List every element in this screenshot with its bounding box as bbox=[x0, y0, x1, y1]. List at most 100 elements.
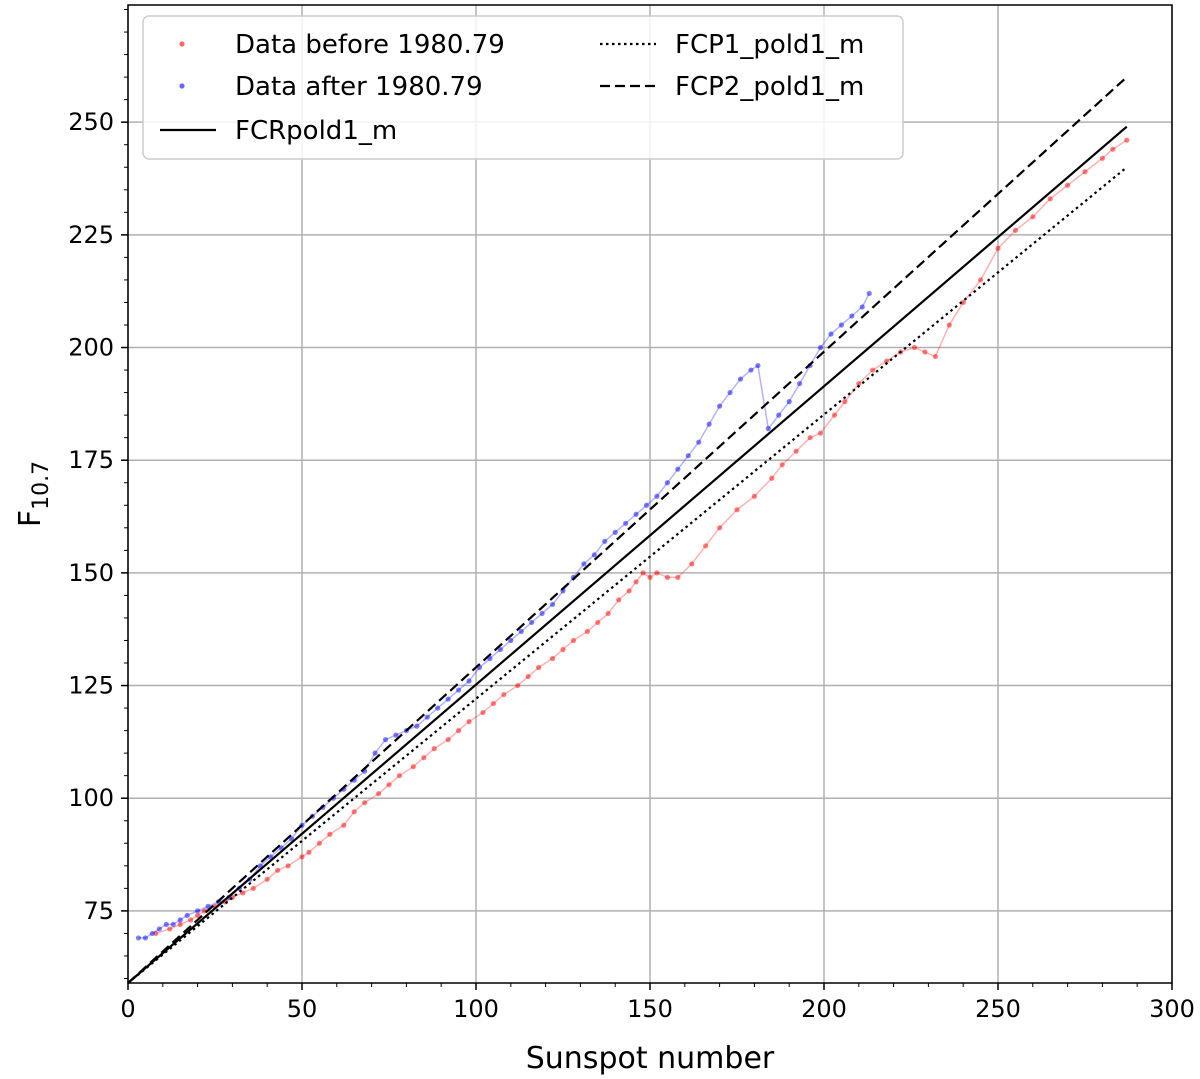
legend: Data before 1980.79 Data after 1980.79 FCR… bbox=[142, 15, 904, 160]
data-point bbox=[581, 561, 587, 567]
data-point bbox=[515, 682, 521, 689]
data-point bbox=[706, 421, 712, 427]
data-point bbox=[549, 655, 556, 662]
data-point bbox=[623, 520, 629, 526]
x-tick-label: 300 bbox=[1149, 995, 1195, 1023]
data-point bbox=[410, 764, 416, 770]
data-point bbox=[727, 389, 733, 396]
data-point bbox=[195, 908, 201, 914]
fit-lines-layer bbox=[127, 76, 1128, 984]
data-point bbox=[431, 746, 437, 752]
data-point bbox=[664, 574, 671, 580]
data-point bbox=[717, 525, 723, 531]
data-point bbox=[717, 403, 723, 409]
data-point bbox=[817, 430, 824, 436]
data-point bbox=[529, 619, 535, 626]
data-point bbox=[570, 637, 577, 644]
data-point bbox=[480, 709, 486, 716]
fit-line bbox=[127, 166, 1128, 984]
data-point bbox=[640, 570, 646, 576]
data-point bbox=[779, 462, 785, 468]
data-point bbox=[842, 399, 848, 405]
data-point bbox=[978, 277, 984, 283]
data-point bbox=[870, 367, 876, 373]
data-point bbox=[421, 755, 427, 761]
y-axis-label-main: F bbox=[13, 510, 48, 527]
data-point bbox=[595, 619, 601, 626]
data-point bbox=[135, 935, 142, 941]
data-point bbox=[831, 412, 838, 418]
data-point bbox=[807, 435, 813, 441]
data-point bbox=[786, 399, 792, 405]
data-point bbox=[508, 637, 514, 644]
x-tick-label: 0 bbox=[120, 995, 135, 1023]
y-tick-label: 250 bbox=[68, 108, 114, 136]
data-point bbox=[1030, 214, 1036, 220]
y-tick-label: 200 bbox=[68, 334, 114, 362]
data-point bbox=[414, 723, 420, 729]
axis-ticks: 0 50 100 150 200 250 300 75 100 125 150 175 200 225 25… bbox=[68, 9, 1195, 1023]
data-point bbox=[560, 646, 566, 653]
data-point bbox=[188, 917, 194, 923]
data-point bbox=[445, 696, 451, 702]
data-point bbox=[647, 574, 653, 580]
data-point bbox=[633, 579, 639, 585]
data-point bbox=[435, 705, 441, 711]
data-point bbox=[372, 750, 378, 756]
data-point bbox=[838, 322, 845, 328]
data-point bbox=[849, 313, 855, 319]
data-point bbox=[995, 245, 1001, 251]
y-axis-label-subscript: 10.7 bbox=[29, 461, 54, 510]
data-point bbox=[1110, 146, 1116, 152]
data-point bbox=[946, 322, 952, 328]
data-point bbox=[393, 732, 399, 738]
data-point bbox=[755, 362, 761, 369]
data-point bbox=[306, 849, 312, 855]
legend-marker bbox=[179, 41, 185, 47]
data-point bbox=[386, 782, 392, 788]
data-point bbox=[456, 728, 462, 734]
x-axis-label: Sunspot number bbox=[526, 1041, 775, 1076]
data-point bbox=[195, 912, 201, 918]
data-point bbox=[856, 380, 862, 387]
data-point bbox=[1047, 196, 1053, 202]
data-point bbox=[633, 511, 639, 517]
data-point bbox=[299, 854, 305, 860]
x-tick-label: 250 bbox=[975, 995, 1021, 1023]
data-point bbox=[285, 863, 291, 869]
data-point bbox=[316, 840, 322, 846]
data-point bbox=[884, 358, 890, 364]
data-point bbox=[167, 926, 173, 932]
y-axis-label: F10.7 bbox=[13, 461, 54, 527]
data-point bbox=[156, 926, 162, 932]
data-point bbox=[275, 867, 281, 873]
data-point bbox=[501, 691, 507, 698]
y-tick-label: 125 bbox=[68, 672, 114, 700]
data-point bbox=[518, 628, 524, 635]
data-point bbox=[866, 290, 872, 297]
data-point bbox=[675, 466, 681, 472]
x-tick-label: 100 bbox=[453, 995, 499, 1023]
data-point bbox=[612, 529, 618, 535]
data-point bbox=[960, 299, 966, 306]
data-point bbox=[149, 930, 155, 937]
legend-label: FCP2_pold1_m bbox=[675, 72, 864, 102]
data-point bbox=[177, 921, 183, 928]
data-point bbox=[163, 921, 169, 928]
data-point bbox=[654, 493, 660, 499]
data-point bbox=[703, 543, 709, 549]
data-point bbox=[375, 791, 382, 797]
data-point bbox=[664, 480, 671, 486]
y-tick-label: 100 bbox=[68, 784, 114, 812]
data-point bbox=[490, 700, 496, 707]
data-point bbox=[288, 836, 295, 842]
x-tick-label: 200 bbox=[801, 995, 847, 1023]
data-point bbox=[751, 493, 758, 499]
data-point bbox=[549, 601, 556, 608]
data-point bbox=[769, 475, 775, 481]
data-point bbox=[654, 570, 660, 576]
data-point bbox=[696, 439, 702, 445]
y-tick-label: 175 bbox=[68, 446, 114, 474]
data-point bbox=[932, 353, 938, 360]
data-point bbox=[1012, 227, 1019, 233]
